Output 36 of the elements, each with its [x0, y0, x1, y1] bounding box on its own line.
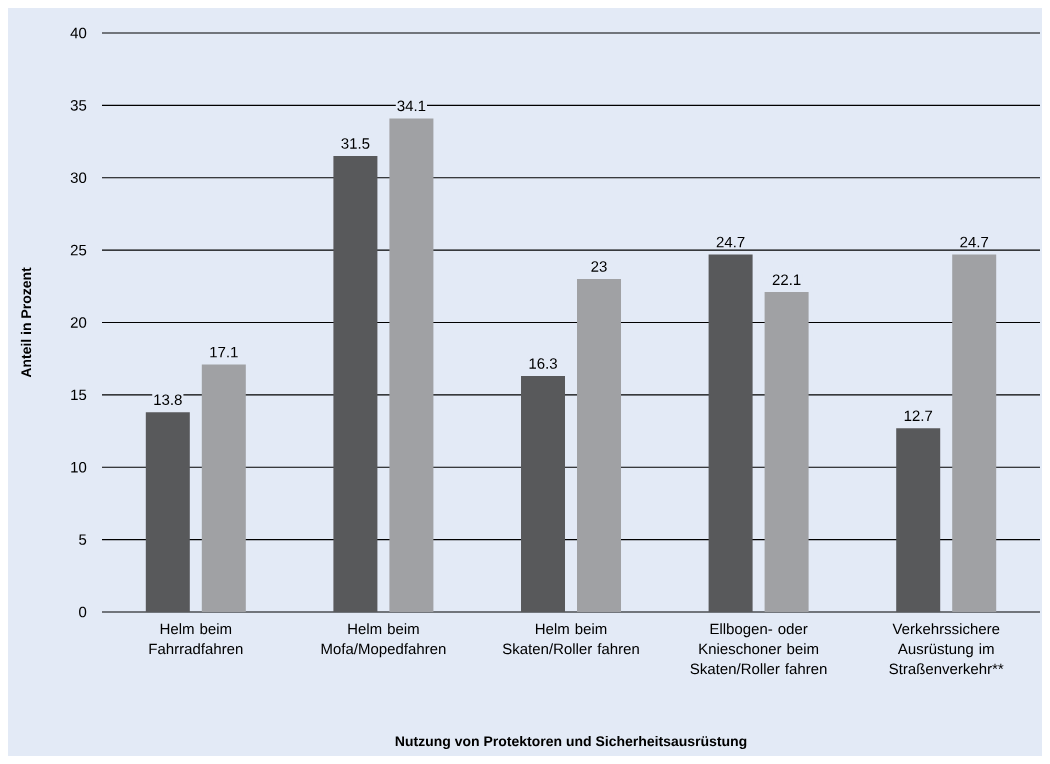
x-tick-label: Helm beim Skaten/Roller fahren: [502, 623, 639, 655]
y-tick-label: 20: [70, 317, 87, 328]
x-tick-label: Ellbogen- oder Knieschoner beim Skaten/Roller fahren: [690, 623, 827, 675]
y-tick-label: 15: [71, 389, 87, 401]
bar: [577, 279, 622, 612]
x-axis-title: Nutzung von Protektoren und Sicherheitsausrüstung: [395, 735, 747, 749]
bar: [896, 428, 941, 612]
y-axis-title: Anteil in Prozent: [20, 267, 32, 378]
data-label: 22.1: [772, 274, 801, 285]
bar: [333, 156, 378, 612]
x-tick-label: Helm beim Mofa/Mopedfahren: [321, 623, 446, 658]
bar: [389, 118, 434, 612]
y-tick-label: 0: [79, 606, 87, 618]
y-tick-label: 35: [70, 100, 87, 111]
data-label: 24.7: [960, 236, 989, 248]
data-label: 23: [591, 261, 607, 272]
y-tick-label: 25: [70, 244, 87, 256]
data-label: 24.7: [716, 236, 745, 248]
y-tick-label: 5: [79, 534, 87, 545]
y-tick-label: 40: [70, 27, 87, 39]
bar: [145, 412, 190, 612]
bar: [764, 292, 809, 612]
data-label: 17.1: [210, 346, 238, 358]
y-tick-label: 10: [71, 461, 87, 473]
data-label: 34.1: [397, 100, 426, 112]
y-tick-label: 30: [70, 172, 87, 184]
x-tick-label: Verkehrssichere Ausrüstung im Straßenverkehr**: [889, 623, 1004, 675]
data-label: 31.5: [341, 138, 370, 149]
bar: [952, 254, 997, 612]
data-label: 12.7: [904, 410, 933, 421]
bar: [708, 254, 753, 612]
bar: [521, 376, 566, 612]
data-label: 16.3: [529, 358, 557, 369]
data-label: 13.8: [154, 394, 182, 406]
bar: [201, 364, 246, 612]
x-tick-label: Helm beim Fahrradfahren: [149, 623, 243, 655]
